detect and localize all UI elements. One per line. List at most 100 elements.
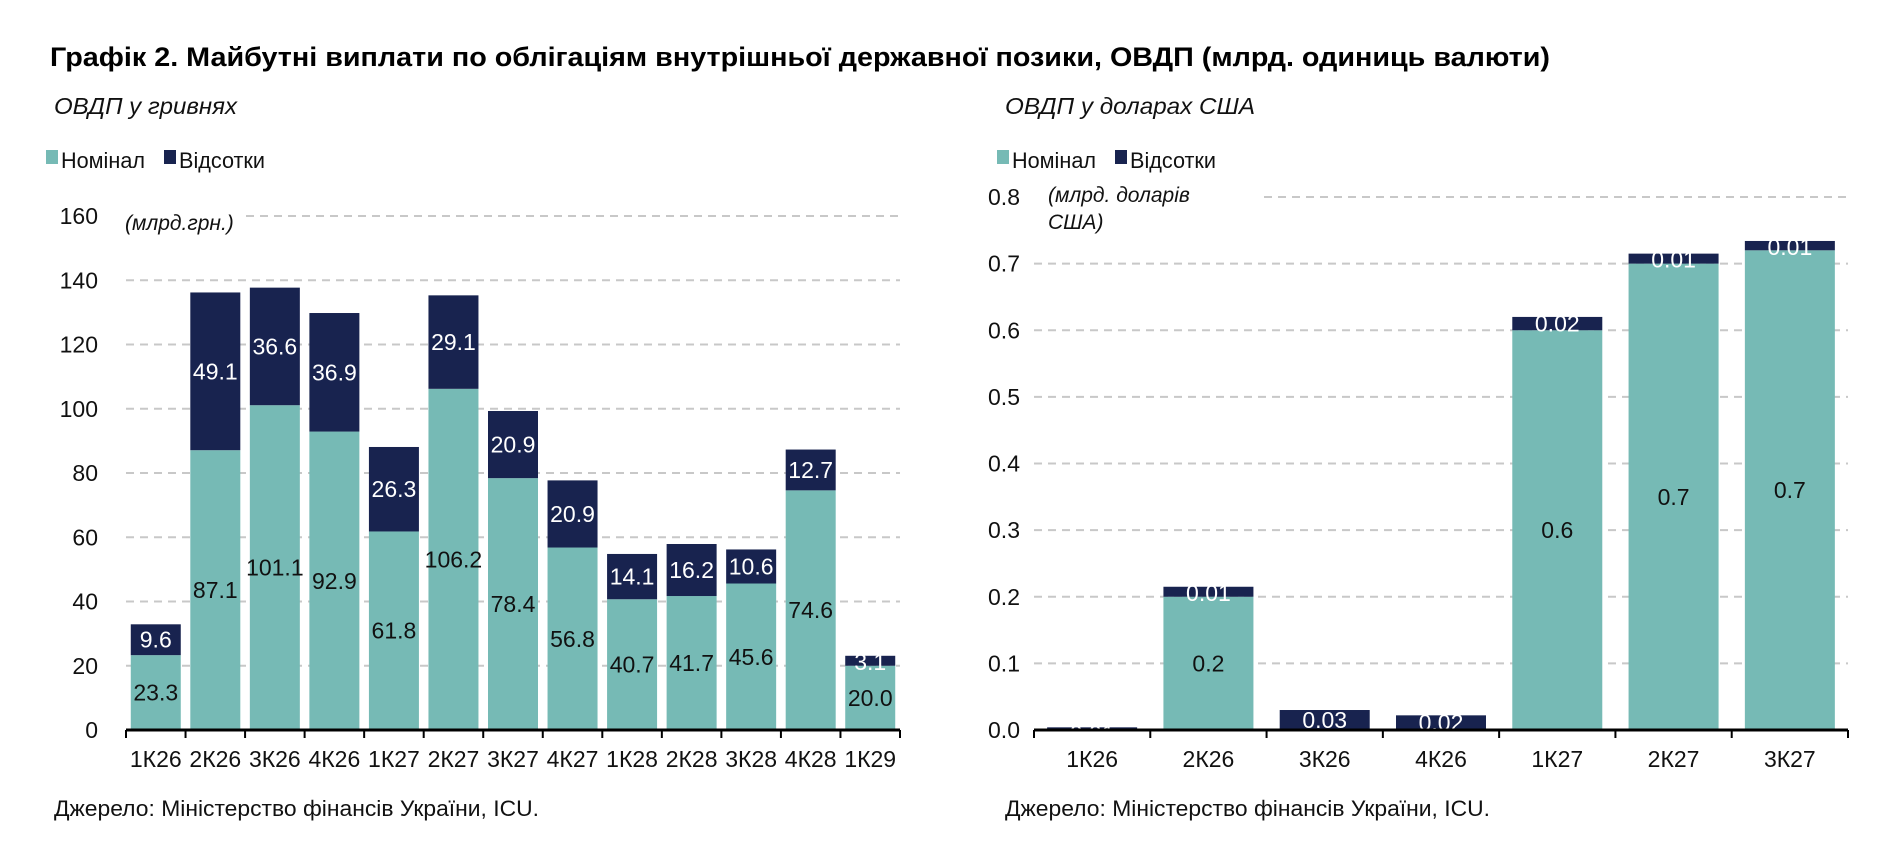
data-label-nominal: 74.6 [788, 597, 833, 623]
data-label-interest: 29.1 [431, 329, 476, 355]
chart-subtitle: ОВДП у доларах США [1005, 93, 1255, 119]
bar-interest [130, 624, 181, 656]
legend-label-interest: Відсотки [1130, 148, 1216, 173]
data-label-nominal: 106.2 [425, 546, 483, 572]
data-label-interest: 16.2 [669, 557, 714, 583]
bar-nominal [607, 599, 658, 730]
legend-swatch-nominal [46, 150, 58, 164]
y-tick-label: 0.5 [988, 384, 1020, 410]
data-label-nominal: 41.7 [669, 650, 714, 676]
legend-swatch-interest [1115, 150, 1127, 164]
bar-interest [547, 480, 598, 548]
bar-nominal [249, 405, 300, 730]
data-label-nominal: 56.8 [550, 626, 595, 652]
legend-label-interest: Відсотки [179, 148, 265, 173]
x-tick-label: 3К26 [249, 746, 301, 772]
bar-interest [488, 410, 538, 479]
y-tick-label: 0.8 [988, 184, 1020, 210]
x-tick-label: 4К28 [785, 746, 837, 772]
x-tick-label: 4К27 [547, 746, 599, 772]
bar-nominal [785, 490, 836, 730]
bar-nominal [130, 655, 181, 730]
bar-interest [666, 543, 717, 597]
bar-interest [1628, 253, 1719, 264]
data-label-interest: 0.01 [1186, 580, 1231, 606]
chart-subtitle: ОВДП у гривнях [54, 93, 239, 119]
source-note: Джерело: Міністерство фінансів України, … [1005, 796, 1490, 821]
data-label-interest: 20.9 [550, 501, 595, 527]
x-tick-label: 1К26 [130, 746, 182, 772]
chart-uah: ОВДП у гривнях Номінал Відсотки 0 20 40 60 80 10… [46, 93, 901, 821]
data-label-interest: 14.1 [610, 564, 655, 590]
bar-interest [1396, 715, 1486, 730]
x-tick-label: 1К29 [844, 746, 896, 772]
data-label-nominal: 87.1 [193, 577, 238, 603]
y-tick-label: 120 [60, 332, 98, 358]
data-label-nominal: 0.7 [1658, 484, 1690, 510]
data-label-nominal: 45.6 [729, 644, 774, 670]
bar-interest [368, 446, 419, 532]
y-tick-label: 20 [72, 653, 98, 679]
data-label-interest: 0.02 [1535, 311, 1580, 337]
bar-nominal [428, 388, 479, 730]
data-label-interest: 10.6 [729, 553, 774, 579]
y-tick-label: 0 [85, 717, 98, 743]
y-unit-label: США) [1048, 211, 1104, 234]
bar-nominal [666, 596, 717, 730]
data-label-interest: 36.6 [252, 333, 297, 359]
y-unit-label: (млрд. доларів [1048, 184, 1190, 207]
data-label-nominal: 0.6 [1541, 517, 1573, 543]
data-label-nominal: 40.7 [610, 652, 655, 678]
y-tick-label: 0.6 [988, 317, 1020, 343]
data-label-nominal: 0.2 [1192, 650, 1224, 676]
y-tick-label: 80 [72, 460, 98, 486]
bar-interest [1512, 316, 1603, 331]
bar-nominal [488, 478, 538, 730]
bar-interest [1163, 586, 1254, 597]
data-label-nominal: 61.8 [372, 618, 417, 644]
data-label-interest: 0.02 [1419, 710, 1464, 736]
data-label-interest: 0.01 [1767, 234, 1812, 260]
x-tick-label: 3К28 [725, 746, 777, 772]
bar-nominal [190, 450, 241, 730]
x-tick-label: 4К26 [1415, 746, 1467, 772]
data-label-nominal: 0.7 [1774, 477, 1806, 503]
bar-nominal [368, 531, 419, 730]
x-tick-label: 4К26 [308, 746, 360, 772]
x-tick-label: 2К26 [1183, 746, 1235, 772]
data-label-interest: 26.3 [372, 476, 417, 502]
x-tick-label: 1К28 [606, 746, 658, 772]
y-tick-label: 140 [60, 267, 98, 293]
data-label-interest: 20.9 [491, 432, 536, 458]
y-tick-label: 0.0 [988, 717, 1020, 743]
x-tick-label: 1К27 [1531, 746, 1583, 772]
x-tick-label: 2К26 [189, 746, 241, 772]
x-tick-label: 2К27 [1648, 746, 1700, 772]
bar-interest [309, 313, 360, 432]
x-tick-label: 1К27 [368, 746, 420, 772]
x-tick-label: 2К27 [428, 746, 480, 772]
y-tick-label: 160 [60, 203, 98, 229]
data-label-interest: 9.6 [140, 627, 172, 653]
data-label-interest: 12.7 [788, 457, 833, 483]
bar-interest [190, 292, 241, 451]
data-label-interest: 0.01 [1070, 720, 1115, 746]
legend-swatch-nominal [997, 150, 1009, 164]
bar-nominal [726, 583, 777, 730]
chart-usd: ОВДП у доларах США Номінал Відсотки 0.0 0.1 0… [988, 93, 1849, 821]
data-label-interest: 3.1 [854, 649, 886, 675]
data-label-nominal: 23.3 [133, 680, 178, 706]
y-tick-label: 40 [72, 589, 98, 615]
bar-interest [1279, 710, 1370, 730]
bar-nominal [1163, 596, 1254, 730]
bar-nominal [845, 665, 896, 730]
x-tick-label: 3К26 [1299, 746, 1351, 772]
data-label-nominal: 20.0 [848, 685, 893, 711]
data-label-interest: 0.01 [1651, 247, 1696, 273]
y-tick-label: 0.7 [988, 251, 1020, 277]
y-tick-label: 0.3 [988, 517, 1020, 543]
source-note: Джерело: Міністерство фінансів України, … [54, 796, 539, 821]
bar-interest [785, 449, 836, 491]
legend-swatch-interest [164, 150, 176, 164]
x-tick-label: 3К27 [1764, 746, 1816, 772]
